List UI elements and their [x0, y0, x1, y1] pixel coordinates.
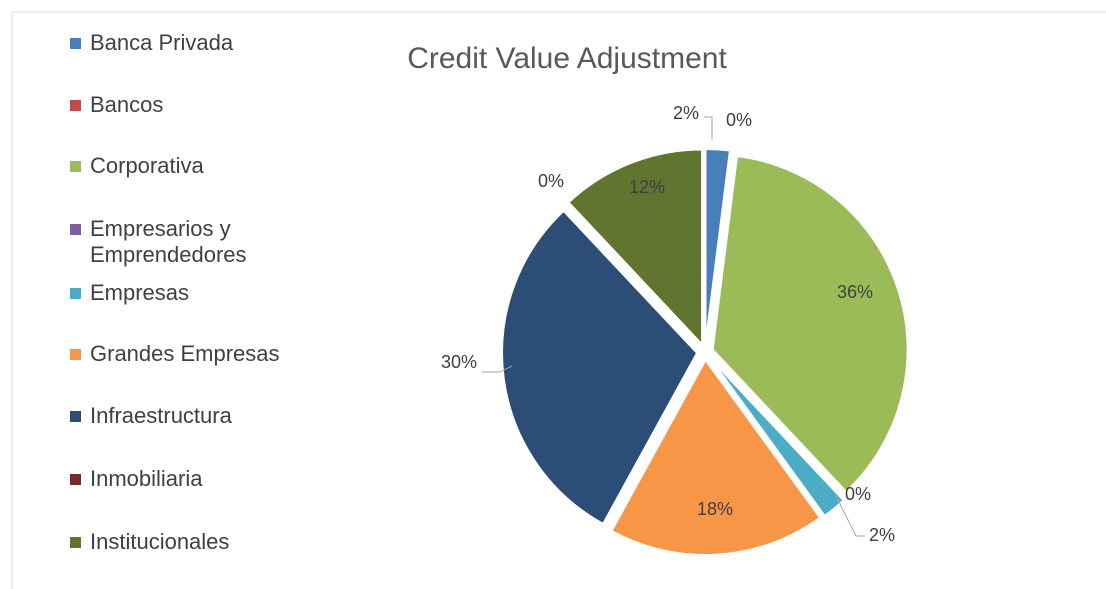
pie-slice	[711, 154, 909, 494]
legend-swatch	[70, 38, 81, 49]
legend-entry: Institucionales	[70, 529, 310, 555]
pie-slice	[501, 209, 699, 526]
legend-entry: Corporativa	[70, 153, 310, 179]
legend-entry: Infraestructura	[70, 403, 310, 429]
legend-swatch	[70, 537, 81, 548]
data-label: 18%	[697, 499, 733, 519]
legend-label: Empresarios y Emprendedores	[90, 216, 247, 267]
legend-label: Banca Privada	[90, 30, 234, 55]
data-label: 0%	[538, 171, 564, 191]
legend-label: Bancos	[90, 92, 164, 117]
legend-label: Corporativa	[90, 153, 204, 178]
leader-line	[482, 365, 513, 373]
legend-entry: Inmobiliaria	[70, 466, 310, 492]
legend-label: Empresas	[90, 280, 190, 305]
pie-slice	[610, 358, 822, 556]
data-label: 2%	[673, 103, 699, 123]
legend-swatch	[70, 349, 81, 360]
data-label: 2%	[869, 525, 895, 545]
legend-entry: Banca Privada	[70, 30, 310, 56]
legend-label: Institucionales	[90, 529, 230, 554]
legend-entry: Empresarios y Emprendedores	[70, 216, 310, 268]
leader-line	[835, 495, 865, 537]
legend-swatch	[70, 161, 81, 172]
data-label: 30%	[441, 352, 477, 372]
legend-swatch	[70, 288, 81, 299]
data-label: 0%	[726, 110, 752, 130]
legend-swatch	[70, 100, 81, 111]
data-label: 0%	[845, 484, 871, 504]
legend-label: Inmobiliaria	[90, 466, 203, 491]
data-label: 36%	[837, 282, 873, 302]
legend-entry: Bancos	[70, 92, 310, 118]
legend-entry: Grandes Empresas	[70, 341, 310, 367]
legend-swatch	[70, 411, 81, 422]
legend-label: Infraestructura	[90, 403, 232, 428]
legend-swatch	[70, 224, 81, 235]
legend-swatch	[70, 474, 81, 485]
pie-slice	[705, 150, 732, 345]
chart-title: Credit Value Adjustment	[407, 42, 727, 75]
legend-label: Grandes Empresas	[90, 341, 280, 366]
legend-entry: Empresas	[70, 280, 310, 306]
pie-slice	[567, 148, 704, 348]
pie-slice	[709, 357, 845, 518]
leader-line	[704, 116, 713, 140]
data-label: 12%	[629, 177, 665, 197]
